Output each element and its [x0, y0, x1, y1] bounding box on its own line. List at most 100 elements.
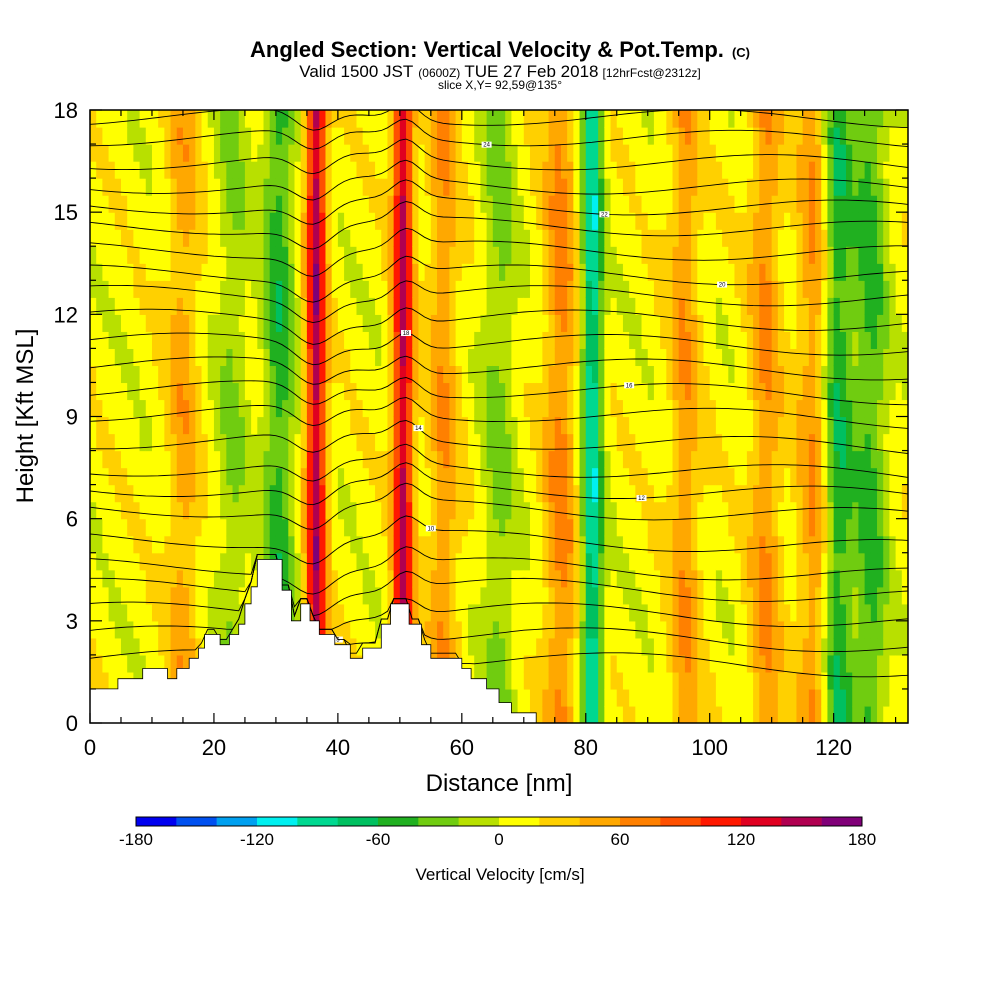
velocity-cell: [306, 365, 314, 384]
velocity-cell: [784, 399, 791, 418]
velocity-cell: [641, 433, 649, 452]
velocity-cell: [120, 246, 128, 264]
velocity-cell: [777, 212, 785, 230]
velocity-cell: [257, 331, 265, 349]
velocity-cell: [158, 314, 165, 332]
velocity-cell: [120, 654, 128, 673]
velocity-cell: [709, 127, 717, 145]
velocity-cell: [393, 110, 401, 128]
velocity-cell: [474, 603, 482, 622]
terrain: [90, 559, 908, 723]
velocity-cell: [672, 331, 680, 349]
velocity-cell: [468, 212, 475, 230]
velocity-cell: [505, 161, 512, 179]
velocity-cell: [901, 280, 908, 298]
velocity-cell: [796, 348, 804, 367]
velocity-cell: [145, 314, 153, 332]
velocity-cell: [784, 161, 791, 179]
velocity-cell: [412, 552, 420, 571]
velocity-cell: [808, 552, 816, 571]
velocity-cell: [90, 654, 97, 673]
velocity-cell: [108, 297, 116, 315]
velocity-cell: [715, 263, 723, 281]
velocity-cell: [108, 552, 116, 571]
velocity-cell: [127, 348, 134, 367]
velocity-cell: [300, 399, 308, 418]
velocity-cell: [337, 416, 345, 435]
velocity-cell: [133, 246, 141, 264]
velocity-cell: [263, 365, 271, 384]
velocity-cell: [796, 263, 804, 281]
velocity-cell: [765, 246, 773, 264]
velocity-cell: [350, 450, 358, 469]
velocity-cell: [746, 705, 754, 723]
velocity-cell: [889, 688, 897, 707]
velocity-cell: [784, 280, 791, 298]
velocity-cell: [697, 382, 705, 401]
velocity-cell: [877, 603, 884, 622]
velocity-cell: [858, 501, 866, 520]
velocity-cell: [709, 110, 717, 128]
velocity-cell: [251, 399, 258, 418]
velocity-cell: [437, 331, 444, 349]
velocity-cell: [96, 654, 103, 673]
velocity-cell: [480, 637, 488, 656]
velocity-cell: [604, 161, 612, 179]
velocity-cell: [319, 450, 327, 469]
velocity-cell: [499, 603, 506, 622]
velocity-cell: [616, 433, 624, 452]
velocity-cell: [846, 178, 853, 196]
velocity-cell: [381, 433, 389, 452]
velocity-cell: [102, 416, 110, 435]
velocity-cell: [622, 433, 630, 452]
velocity-cell: [325, 263, 333, 281]
velocity-cell: [833, 416, 841, 435]
velocity-cell: [784, 348, 791, 367]
velocity-cell: [505, 586, 512, 605]
velocity-cell: [368, 246, 376, 264]
velocity-cell: [598, 467, 605, 486]
velocity-cell: [263, 467, 271, 486]
velocity-cell: [375, 297, 382, 315]
velocity-cell: [579, 195, 587, 213]
velocity-cell: [232, 229, 240, 247]
velocity-cell: [653, 195, 661, 213]
velocity-cell: [660, 450, 667, 469]
velocity-cell: [325, 552, 333, 571]
velocity-cell: [759, 144, 767, 162]
velocity-cell: [182, 399, 190, 418]
velocity-cell: [796, 195, 804, 213]
velocity-cell: [195, 110, 203, 128]
velocity-cell: [195, 297, 203, 315]
velocity-cell: [796, 586, 804, 605]
velocity-cell: [796, 501, 804, 520]
velocity-cell: [759, 178, 767, 196]
velocity-cell: [560, 144, 568, 162]
velocity-cell: [461, 569, 469, 588]
velocity-cell: [486, 569, 494, 588]
velocity-cell: [182, 433, 190, 452]
velocity-cell: [529, 348, 537, 367]
velocity-cell: [846, 348, 853, 367]
velocity-cell: [244, 399, 252, 418]
velocity-cell: [90, 178, 97, 196]
velocity-cell: [213, 501, 221, 520]
velocity-cell: [870, 110, 878, 128]
velocity-cell: [536, 178, 543, 196]
velocity-cell: [858, 654, 866, 673]
velocity-cell: [567, 127, 574, 145]
velocity-cell: [406, 263, 413, 281]
velocity-cell: [567, 671, 574, 690]
velocity-cell: [511, 603, 519, 622]
velocity-cell: [734, 603, 742, 622]
velocity-cell: [282, 127, 289, 145]
colorbar-tick-label: -60: [366, 830, 391, 849]
velocity-cell: [275, 331, 283, 349]
velocity-cell: [170, 212, 178, 230]
velocity-cell: [238, 399, 246, 418]
velocity-cell: [480, 110, 488, 128]
velocity-cell: [653, 127, 661, 145]
velocity-cell: [220, 229, 227, 247]
velocity-cell: [722, 637, 729, 656]
velocity-cell: [622, 195, 630, 213]
